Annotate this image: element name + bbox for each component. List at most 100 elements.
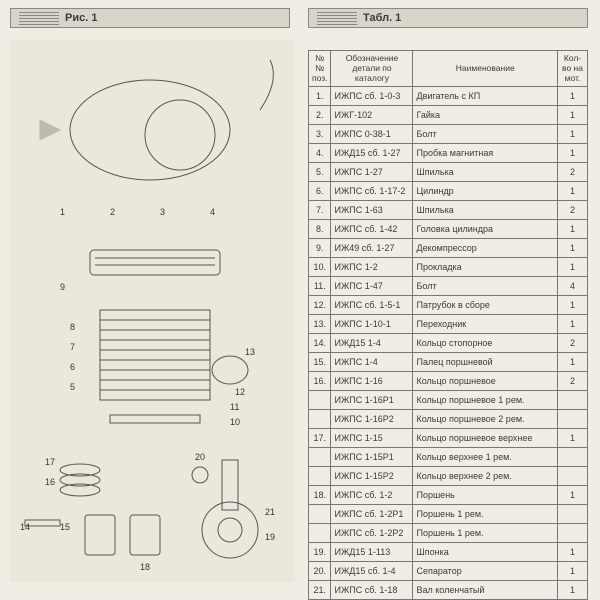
table-cell [558,523,588,542]
table-cell: ИЖПС 1-15 [331,428,413,447]
svg-text:14: 14 [20,522,30,532]
table-cell: ИЖПС 1-47 [331,276,413,295]
table-row: 17.ИЖПС 1-15Кольцо поршневое верхнее1 [309,428,588,447]
table-cell: 8. [309,219,331,238]
table-cell: 17. [309,428,331,447]
table-cell [309,409,331,428]
table-cell: Прокладка [413,257,558,276]
svg-text:6: 6 [70,362,75,372]
table-cell: 1 [558,238,588,257]
svg-text:16: 16 [45,477,55,487]
table-cell: ИЖПС 1-27 [331,162,413,181]
table-cell: 21. [309,580,331,599]
svg-text:7: 7 [70,342,75,352]
table-cell: ИЖПС 1-15Р1 [331,447,413,466]
table-cell: 20. [309,561,331,580]
table-cell: ИЖПС 1-16Р1 [331,390,413,409]
table-row: 3.ИЖПС 0-38-1Болт1 [309,124,588,143]
svg-text:5: 5 [70,382,75,392]
svg-text:4: 4 [210,207,215,217]
table-cell: ИЖПС сб. 1-5-1 [331,295,413,314]
parts-table: №№ поз. Обозначение детали по каталогу Н… [308,50,588,600]
svg-text:1: 1 [60,207,65,217]
table-cell: ИЖГ-102 [331,105,413,124]
table-cell: ИЖПС 1-15Р2 [331,466,413,485]
table-row: ИЖПС сб. 1-2Р2Поршень 1 рем. [309,523,588,542]
table-row: 16.ИЖПС 1-16Кольцо поршневое2 [309,371,588,390]
table-cell: Цилиндр [413,181,558,200]
svg-text:21: 21 [265,507,275,517]
svg-text:8: 8 [70,322,75,332]
table-cell: Декомпрессор [413,238,558,257]
table-cell: Кольцо поршневое 2 рем. [413,409,558,428]
table-cell: ИЖПС 1-4 [331,352,413,371]
table-row: ИЖПС 1-16Р1Кольцо поршневое 1 рем. [309,390,588,409]
table-cell: ИЖПС 1-16 [331,371,413,390]
svg-text:9: 9 [60,282,65,292]
table-cell: 1. [309,86,331,105]
table-cell: 5. [309,162,331,181]
table-cell: Кольцо поршневое [413,371,558,390]
table-row: 10.ИЖПС 1-2Прокладка1 [309,257,588,276]
table-cell [558,447,588,466]
table-cell: 10. [309,257,331,276]
table-cell: Патрубок в сборе [413,295,558,314]
table-cell: 2. [309,105,331,124]
figure-title: Рис. 1 [65,12,97,24]
table-cell: 11. [309,276,331,295]
svg-text:10: 10 [230,417,240,427]
table-cell: 4 [558,276,588,295]
table-cell: Болт [413,124,558,143]
table-cell: ИЖПС сб. 1-42 [331,219,413,238]
parts-tbody: 1.ИЖПС сб. 1-0-3Двигатель с КП12.ИЖГ-102… [309,86,588,599]
table-cell: ИЖПС 1-16Р2 [331,409,413,428]
table-row: 7.ИЖПС 1-63Шпилька2 [309,200,588,219]
table-cell: 12. [309,295,331,314]
table-cell: 1 [558,143,588,162]
table-cell: Кольцо поршневое верхнее [413,428,558,447]
table-cell: Двигатель с КП [413,86,558,105]
figure-header: Рис. 1 [10,8,290,28]
table-cell: 1 [558,219,588,238]
table-row: ИЖПС сб. 1-2Р1Поршень 1 рем. [309,504,588,523]
svg-text:19: 19 [265,532,275,542]
table-title: Табл. 1 [363,12,401,24]
table-cell: 1 [558,542,588,561]
table-cell: 1 [558,352,588,371]
hatch-decoration [19,11,59,25]
table-cell: Поршень [413,485,558,504]
table-cell: 2 [558,333,588,352]
table-row: 1.ИЖПС сб. 1-0-3Двигатель с КП1 [309,86,588,105]
table-cell [309,447,331,466]
svg-text:20: 20 [195,452,205,462]
svg-text:3: 3 [160,207,165,217]
table-row: 4.ИЖД15 сб. 1-27Пробка магнитная1 [309,143,588,162]
table-row: 14.ИЖД15 1-4Кольцо стопорное2 [309,333,588,352]
col-header-name: Наименование [413,51,558,87]
table-row: 2.ИЖГ-102Гайка1 [309,105,588,124]
table-cell: 1 [558,86,588,105]
table-row: 15.ИЖПС 1-4Палец поршневой1 [309,352,588,371]
table-cell: ИЖД15 сб. 1-27 [331,143,413,162]
table-cell: ИЖПС 1-2 [331,257,413,276]
table-cell: 1 [558,314,588,333]
table-cell: 15. [309,352,331,371]
svg-text:17: 17 [45,457,55,467]
table-cell: Кольцо поршневое 1 рем. [413,390,558,409]
table-cell: ИЖ49 сб. 1-27 [331,238,413,257]
table-cell: 1 [558,105,588,124]
table-cell: 18. [309,485,331,504]
table-cell [558,466,588,485]
table-row: 19.ИЖД15 1-113Шпонка1 [309,542,588,561]
table-header: Табл. 1 [308,8,588,28]
table-cell: 9. [309,238,331,257]
col-header-qty: Кол-во на мот. [558,51,588,87]
table-cell: ИЖПС сб. 1-18 [331,580,413,599]
table-cell: 6. [309,181,331,200]
table-cell: 13. [309,314,331,333]
table-cell [309,390,331,409]
table-cell: ИЖД15 сб. 1-4 [331,561,413,580]
col-header-num: №№ поз. [309,51,331,87]
table-row: 6.ИЖПС сб. 1-17-2Цилиндр1 [309,181,588,200]
table-cell: ИЖПС сб. 1-17-2 [331,181,413,200]
